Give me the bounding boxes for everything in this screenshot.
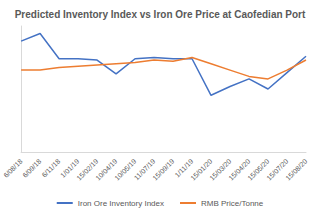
svg-text:1/11/19: 1/11/19 (173, 157, 195, 179)
svg-text:15/08/20: 15/08/20 (284, 157, 308, 181)
svg-text:Predicted Inventory Index vs I: Predicted Inventory Index vs Iron Ore Pr… (15, 9, 306, 20)
svg-text:6/08/18: 6/08/18 (2, 157, 24, 179)
svg-text:15/01/20: 15/01/20 (189, 157, 214, 182)
svg-text:6/11/18: 6/11/18 (41, 157, 62, 178)
svg-text:10/04/19: 10/04/19 (94, 157, 119, 182)
svg-text:RMB Price/Tonne: RMB Price/Tonne (201, 199, 264, 208)
svg-text:15/07/20: 15/07/20 (265, 157, 290, 182)
svg-text:Iron Ore Inventory Index: Iron Ore Inventory Index (78, 199, 164, 208)
svg-text:15/09/19: 15/09/19 (151, 157, 175, 181)
svg-text:15/02/19: 15/02/19 (75, 157, 100, 182)
svg-text:1/01/19: 1/01/19 (59, 157, 81, 179)
svg-text:6/09/18: 6/09/18 (21, 157, 43, 179)
svg-text:15/03/20: 15/03/20 (208, 157, 233, 182)
svg-text:15/04/20: 15/04/20 (227, 157, 252, 182)
svg-text:15/05/20: 15/05/20 (246, 157, 271, 182)
svg-text:10/05/19: 10/05/19 (113, 157, 138, 182)
svg-text:11/07/19: 11/07/19 (132, 157, 157, 182)
